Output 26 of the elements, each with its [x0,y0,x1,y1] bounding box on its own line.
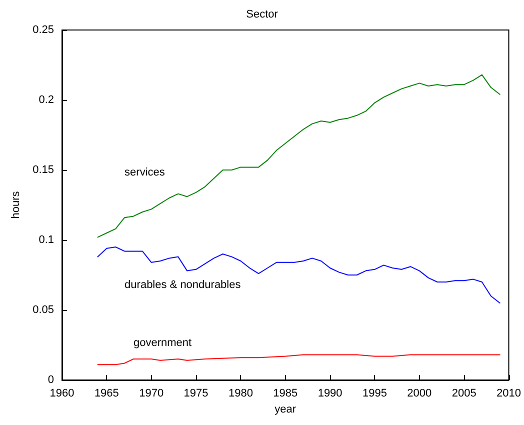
series-label: government [133,337,192,349]
line-series [97,354,500,366]
x-tick-label: 1960 [50,388,74,400]
x-tick-label: 1995 [362,388,387,400]
x-tick-label: 1975 [184,388,208,400]
x-tick-label: 1980 [228,388,253,400]
y-axis-title: hours [10,190,22,219]
y-tick-label: 0.25 [32,24,54,36]
series-label: durables & nondurables [124,279,242,292]
x-tick-label: 1970 [139,388,164,400]
chart-title: Sector [246,8,278,20]
x-axis-title: year [274,403,296,416]
y-tick-label: 0.1 [38,234,54,246]
x-tick-label: 1965 [94,388,119,400]
series-label: services [124,166,166,179]
line-series [97,74,500,238]
y-tick-label: 0 [48,374,54,386]
y-tick-label: 0.2 [38,94,54,106]
x-tick-label: 2000 [407,388,432,400]
line-series [97,246,500,304]
y-tick-label: 0.05 [32,304,54,316]
y-tick-label: 0.15 [32,164,54,176]
x-tick-label: 1990 [318,388,342,400]
x-tick-label: 2010 [496,388,522,400]
x-tick-label: 2005 [452,388,476,400]
x-tick-label: 1985 [273,388,298,400]
